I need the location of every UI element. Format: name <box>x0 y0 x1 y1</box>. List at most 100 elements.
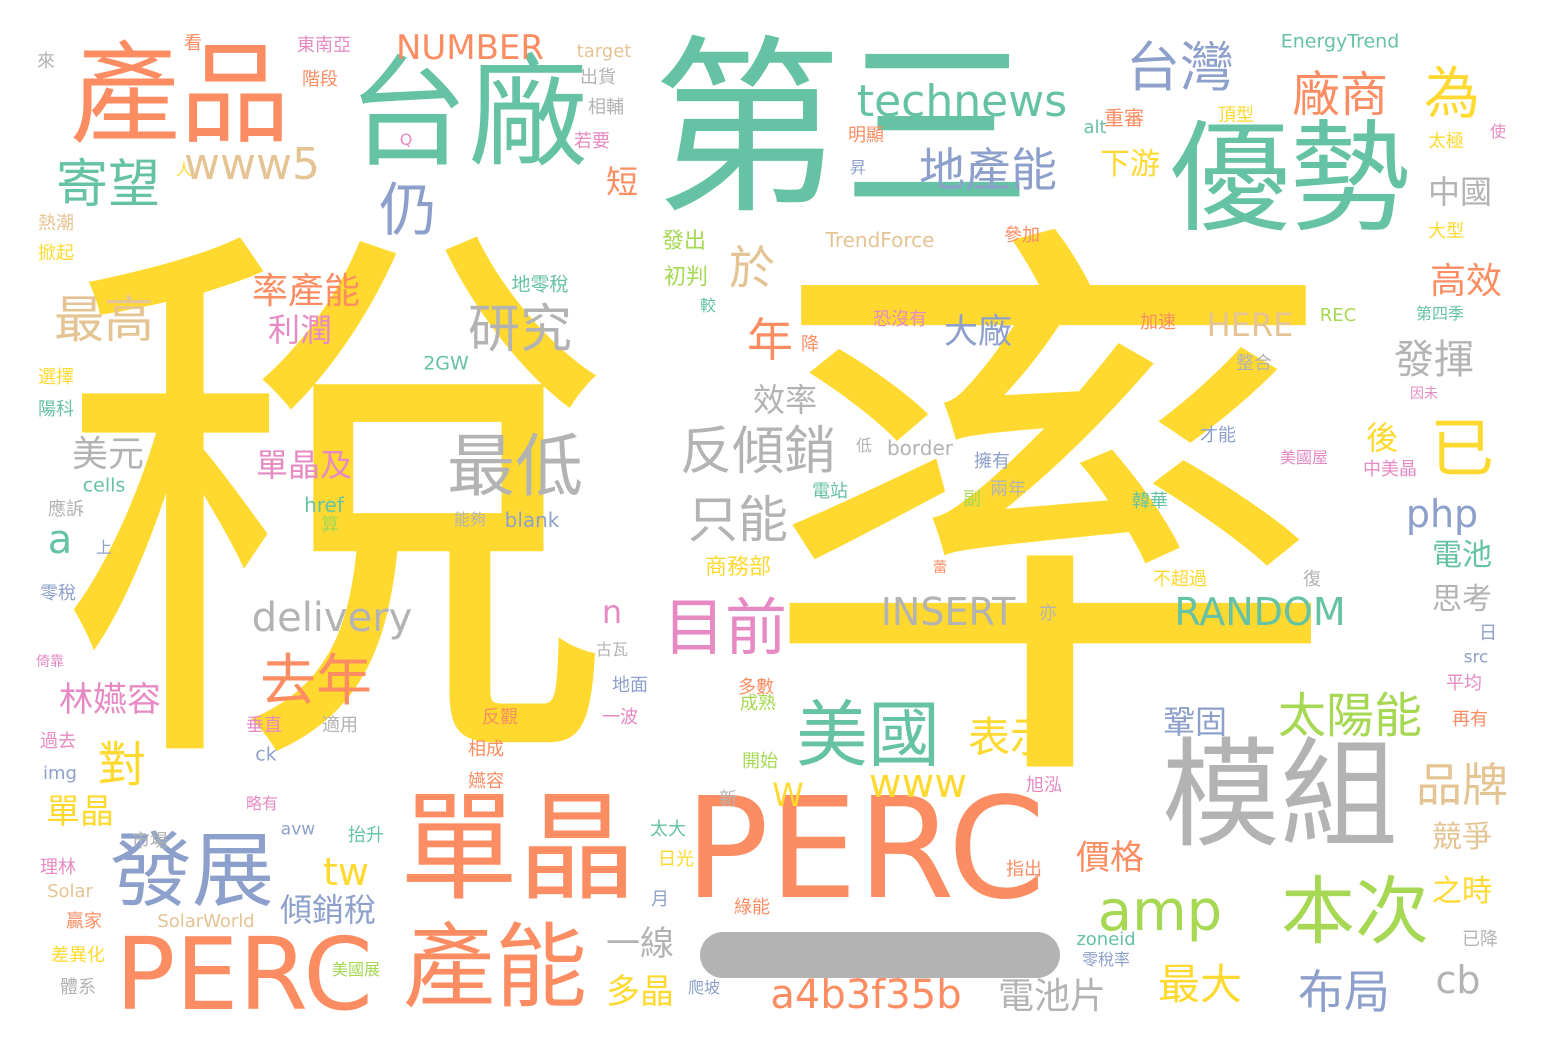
word-cloud-word: 單晶 <box>399 779 637 917</box>
word-cloud-word: EnergyTrend <box>1280 30 1400 53</box>
word-cloud-word: 商務部 <box>704 555 772 580</box>
word-cloud-word: 傾銷稅 <box>279 891 377 929</box>
word-cloud-word: 單晶及 <box>255 446 353 484</box>
word-cloud-word: 參加 <box>1004 225 1040 246</box>
word-cloud-word: 最大 <box>1157 960 1243 1009</box>
word-cloud-word: blank <box>504 508 560 532</box>
word-cloud-word: 低 <box>855 436 873 455</box>
word-cloud-word: 多晶 <box>606 972 674 1012</box>
word-cloud-word: 中國 <box>1427 173 1493 211</box>
word-cloud-word: 市場 <box>132 831 168 852</box>
word-cloud-word: 一波 <box>602 707 638 728</box>
word-cloud-word: W <box>772 776 804 814</box>
word-cloud-word: 品牌 <box>1416 758 1508 812</box>
word-cloud-word: TrendForce <box>825 228 935 252</box>
word-cloud-word: 初判 <box>663 265 709 290</box>
word-cloud-word: ck <box>255 743 277 766</box>
redaction-bar <box>700 932 1060 978</box>
word-cloud-word: 零稅 <box>40 583 76 604</box>
word-cloud-word: 只能 <box>688 491 788 549</box>
word-cloud-word: 開始 <box>742 751 778 772</box>
word-cloud-word: 下游 <box>1100 147 1160 182</box>
word-cloud-word: 模組 <box>1161 726 1399 864</box>
word-cloud-word: 發展 <box>109 824 275 919</box>
word-cloud-word: 美國屋 <box>1279 448 1329 467</box>
word-cloud-word: 綠能 <box>734 897 770 918</box>
word-cloud-word: REC <box>1319 305 1357 326</box>
word-cloud-word: 零稅率 <box>1081 950 1131 969</box>
word-cloud-word: 仍 <box>378 176 438 244</box>
word-cloud-word: 韓華 <box>1132 491 1168 512</box>
word-cloud-word: technews <box>856 76 1068 127</box>
word-cloud-word: 目前 <box>662 591 788 664</box>
word-cloud-word: target <box>576 41 632 62</box>
word-cloud-word: 月 <box>651 889 669 910</box>
word-cloud-word: 人 <box>175 160 193 179</box>
word-cloud-word: n <box>601 593 623 631</box>
word-cloud-word: 優勢 <box>1170 110 1410 249</box>
word-cloud-word: 第四季 <box>1415 304 1465 323</box>
word-cloud-word: 發出 <box>661 229 707 254</box>
word-cloud-word: a4b3f35b <box>770 972 962 1018</box>
word-cloud-word: 表示 <box>967 713 1053 762</box>
word-cloud-word: 過去 <box>40 731 76 752</box>
word-cloud-word: 林嬿容 <box>59 680 161 720</box>
word-cloud-word: 美國 <box>795 693 941 777</box>
word-cloud-word: 熱潮 <box>38 213 74 234</box>
word-cloud-word: 出貨 <box>580 67 616 88</box>
word-cloud-word: www5 <box>184 139 320 190</box>
word-cloud-word: 看 <box>184 33 202 54</box>
word-cloud-word: 後 <box>1365 419 1399 457</box>
word-cloud-word: cb <box>1435 958 1481 1002</box>
word-cloud-word: zoneid <box>1076 929 1136 950</box>
word-cloud-word: href <box>304 493 344 517</box>
word-cloud-word: src <box>1463 647 1489 668</box>
word-cloud-word: 最高 <box>54 291 154 349</box>
word-cloud-word: 太極 <box>1428 131 1464 152</box>
word-cloud-word: 古瓦 <box>595 640 629 659</box>
word-cloud-word: 率 <box>760 182 1340 857</box>
word-cloud-word: 地面 <box>612 675 648 696</box>
word-cloud-word: 垂直 <box>246 715 282 736</box>
word-cloud-word: 日光 <box>658 849 694 870</box>
word-cloud-word: HERE <box>1206 306 1294 344</box>
word-cloud-word: 為 <box>1424 62 1480 127</box>
word-cloud-word: 本次 <box>1281 869 1429 955</box>
word-cloud-word: 大廠 <box>944 312 1012 352</box>
word-cloud-word: 太大 <box>650 819 686 840</box>
word-cloud-word: 美元 <box>71 434 145 475</box>
word-cloud-word: Solar <box>47 881 93 902</box>
word-cloud-word: 研究 <box>467 300 573 360</box>
word-cloud-word: 重審 <box>1104 106 1144 130</box>
word-cloud-word: 最低 <box>446 428 584 507</box>
word-cloud-word: 倚靠 <box>36 654 64 670</box>
word-cloud-word: 高效 <box>1429 261 1503 302</box>
word-cloud-word: 擁有 <box>974 451 1010 472</box>
word-cloud-word: 加速 <box>1140 312 1176 333</box>
word-cloud-word: 去年 <box>260 649 372 714</box>
word-cloud-word: 成熟 <box>740 693 776 714</box>
word-cloud-word: 旭泓 <box>1026 775 1062 796</box>
word-cloud-word: 略有 <box>245 794 279 813</box>
word-cloud-word: 相成 <box>468 739 504 760</box>
word-cloud-word: 平均 <box>1446 673 1482 694</box>
word-cloud-word: INSERT <box>880 590 1016 634</box>
word-cloud-word: 蕾 <box>933 560 947 576</box>
word-cloud-word: 來 <box>37 51 55 72</box>
word-cloud-word: 爬坡 <box>687 978 721 997</box>
word-cloud-word: Q <box>399 130 413 149</box>
word-cloud-word: 反觀 <box>482 707 518 728</box>
word-cloud-word: tw <box>323 850 369 894</box>
word-cloud-word: 寄望 <box>55 155 161 215</box>
word-cloud-word: 掀起 <box>38 243 74 264</box>
word-cloud-word: 地零稅 <box>511 273 569 296</box>
word-cloud-word: php <box>1405 492 1479 536</box>
word-cloud-word: 兩年 <box>990 479 1026 500</box>
word-cloud-word: 美國展 <box>331 960 381 979</box>
word-cloud-word: 台廠 <box>348 45 588 184</box>
word-cloud-word: avw <box>280 819 316 840</box>
word-cloud-word: 地產能 <box>919 143 1057 197</box>
word-cloud-word: 多數 <box>738 677 774 698</box>
word-cloud-word: 稅 <box>58 184 618 836</box>
